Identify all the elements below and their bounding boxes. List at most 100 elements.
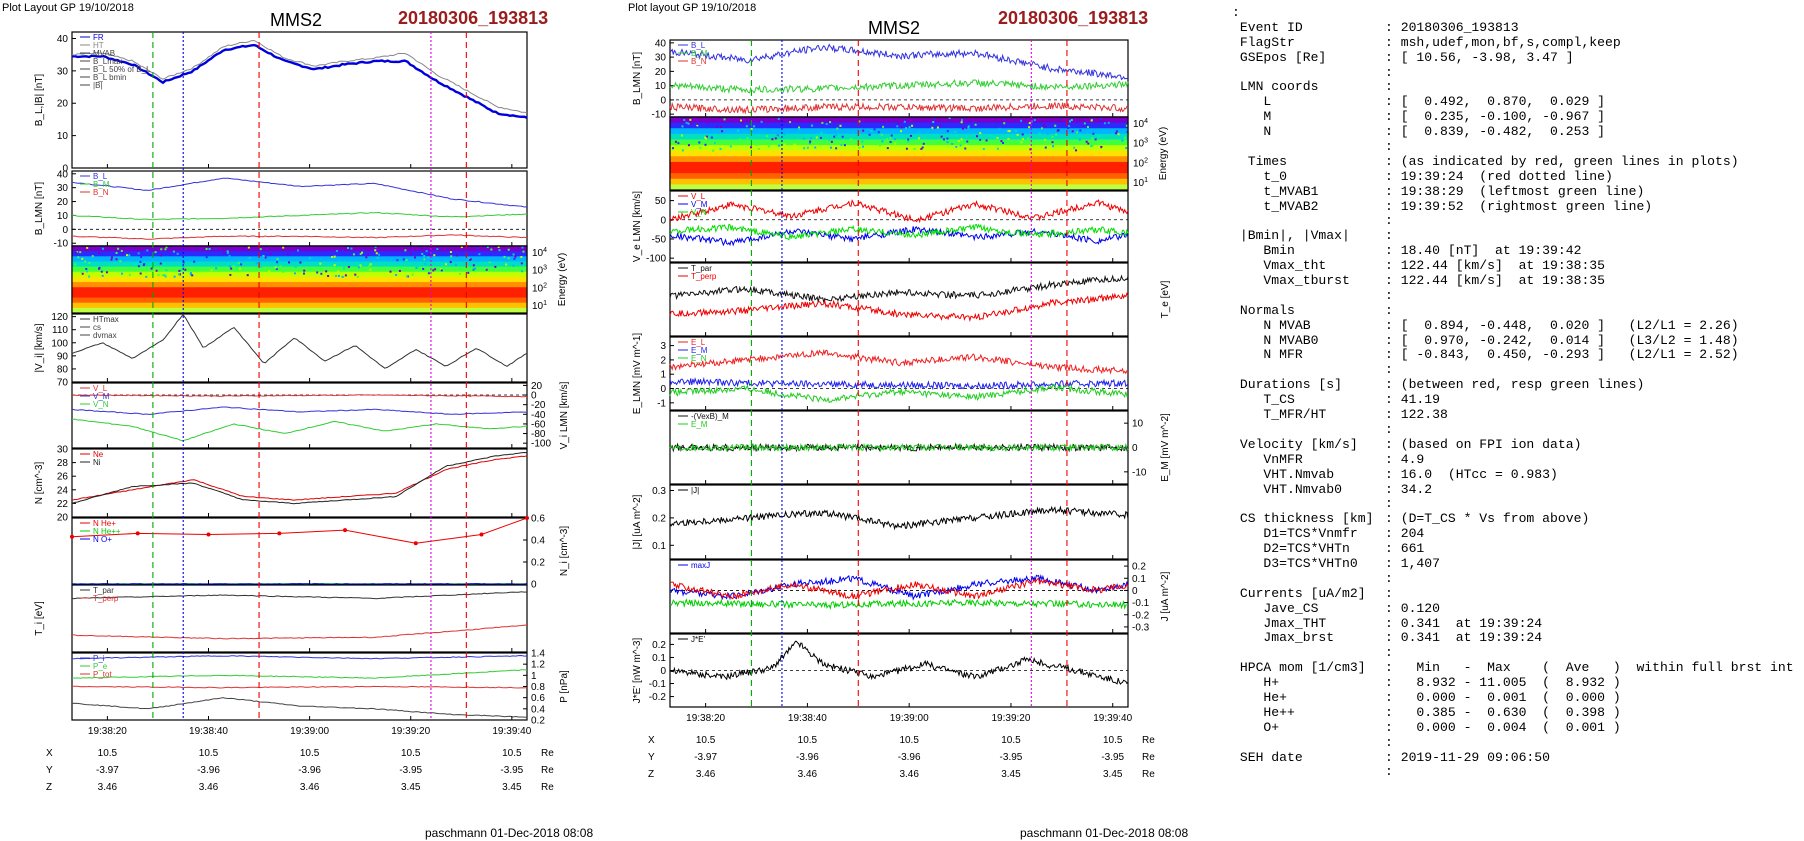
spectrogram-speck (913, 147, 916, 150)
spectrogram-speck (798, 127, 801, 130)
spectrogram-speck (427, 256, 430, 259)
spectrogram-speck (139, 272, 142, 275)
info-row: Jmax_brst: 0.341 at 19:39:24 (1232, 630, 1794, 646)
info-value: : (1385, 302, 1393, 318)
spectrogram-speck (350, 247, 353, 250)
legend-label: FR (93, 33, 104, 42)
spectrogram-speck (746, 137, 749, 140)
spectrogram-speck (873, 122, 876, 125)
info-value: : 2019-11-29 09:06:50 (1385, 749, 1551, 765)
info-key: SEH date (1232, 749, 1303, 765)
event-info-panel: : Event ID: 20180306_193813 FlagStr: msh… (1232, 5, 1794, 780)
spectrogram-speck (450, 255, 453, 258)
spectrogram-speck (739, 138, 742, 141)
ytick-label: 30 (655, 53, 667, 64)
info-row: D1=TCS*Vnmfr: 204 (1232, 526, 1794, 542)
ytick-label: 3 (660, 341, 666, 352)
spectrogram-speck (214, 247, 217, 250)
spectrogram-speck (861, 140, 864, 143)
position-value: -3.95 (1101, 752, 1124, 763)
ytick-label: -20 (531, 400, 546, 411)
spectrogram-speck (850, 138, 853, 141)
spectrogram-band (670, 184, 1128, 191)
spectrogram-band (670, 117, 1128, 124)
series-line-b-l (669, 43, 1129, 81)
info-value: : (1385, 362, 1393, 378)
spectrogram-speck (862, 129, 865, 132)
spectrogram-speck (500, 250, 503, 253)
info-value: : (1385, 287, 1393, 303)
spectrogram-speck (1100, 145, 1103, 148)
spectrogram-speck (828, 138, 831, 141)
spectrogram-speck (959, 144, 962, 147)
position-value: 3.45 (502, 782, 522, 793)
spectrogram-speck (404, 249, 407, 252)
spectrogram-speck (415, 266, 418, 269)
spectrogram-speck (286, 252, 289, 255)
spectrogram-speck (976, 135, 979, 138)
spectrogram-speck (205, 247, 208, 250)
position-value: 10.5 (1001, 735, 1021, 746)
spectrogram-speck (484, 267, 487, 270)
spectrogram-speck (140, 264, 143, 267)
info-row: Normals: (1232, 302, 1794, 319)
spectrogram-speck (677, 142, 680, 145)
info-row: N MVAB: [ 0.894, -0.448, 0.020 ] (L2/L1 … (1232, 318, 1794, 334)
spectrogram-speck (260, 265, 263, 268)
spectrogram-speck (900, 126, 903, 129)
spectrogram-speck (951, 143, 954, 146)
spectrogram-speck (98, 266, 101, 269)
yaxis-label: B_LMN [nT] (632, 52, 643, 106)
position-row-label: Y (648, 752, 655, 763)
spectrogram-speck (1078, 125, 1081, 128)
info-key: T_MFR/HT (1232, 407, 1327, 423)
info-value: : 204 (1385, 526, 1425, 542)
spectrogram-speck (336, 262, 339, 265)
spectrogram-speck (439, 248, 442, 251)
position-value: -3.97 (694, 752, 717, 763)
spectrogram-speck (689, 122, 692, 125)
spectrogram-speck (294, 265, 297, 268)
spectrogram-speck (1051, 135, 1054, 138)
spectrogram-speck (803, 137, 806, 140)
spectrogram-speck (1016, 133, 1019, 136)
spectrogram-speck (1090, 119, 1093, 122)
info-value: : (1385, 645, 1393, 661)
spectrogram-speck (1073, 146, 1076, 149)
spectrogram-speck (513, 257, 516, 260)
position-value: 3.45 (401, 782, 421, 793)
ytick-label: -60 (531, 419, 546, 430)
spectrogram-band (670, 145, 1128, 152)
spectrogram-speck (793, 143, 796, 146)
spectrogram-speck (164, 248, 167, 251)
spectrogram-speck (915, 135, 918, 138)
info-key: Bmin (1232, 243, 1295, 259)
time-tick-label: 19:39:20 (391, 726, 430, 737)
info-value: : 19:39:24 (red dotted line) (1385, 168, 1613, 184)
ytick-label: -0.1 (649, 679, 667, 690)
spectrogram-speck (347, 247, 350, 250)
info-value: : 16.0 (HTcc = 0.983) (1385, 466, 1558, 482)
spectrogram-speck (341, 250, 344, 253)
spectrogram-speck (331, 256, 334, 259)
series-line-t-perp (72, 624, 528, 640)
spectrogram-speck (880, 126, 883, 129)
ytick-label: 10 (655, 81, 667, 92)
spectrogram-speck (191, 274, 194, 277)
info-value: : (1385, 496, 1393, 512)
spectrogram-speck (153, 251, 156, 254)
spectrogram-speck (1052, 145, 1055, 148)
spectrogram-speck (128, 254, 131, 257)
spectrogram-band (670, 122, 1128, 129)
spectrogram-speck (474, 267, 477, 270)
info-row: M: [ 0.235, -0.100, -0.967 ] (1232, 109, 1794, 125)
energy-tick-label: 101 (1133, 177, 1148, 189)
info-row: L: [ 0.492, 0.870, 0.029 ] (1232, 94, 1794, 110)
info-value: : [ 0.235, -0.100, -0.967 ] (1385, 109, 1606, 125)
panel-8: -0.2 -0.1 0 0.1 0.2 J*E' [nW m^-3] J*E' (632, 633, 1129, 708)
spectrogram-speck (1076, 131, 1079, 134)
spectrogram-speck (248, 256, 251, 259)
spectrogram-speck (357, 266, 360, 269)
spectrogram-speck (84, 260, 87, 263)
